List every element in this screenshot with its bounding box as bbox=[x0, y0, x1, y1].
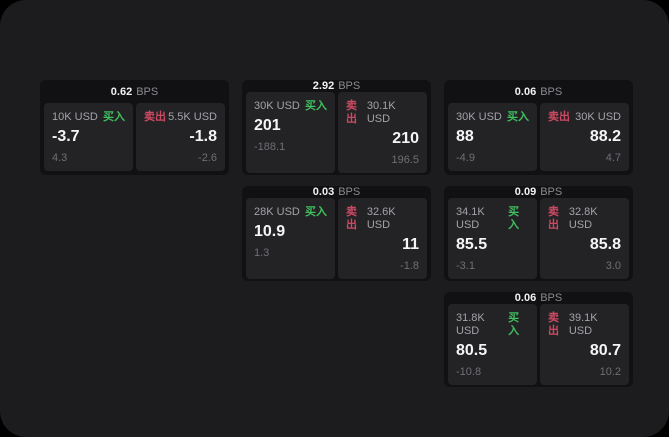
sell-price: 11 bbox=[402, 236, 419, 253]
bps-unit-label: BPS bbox=[540, 292, 563, 304]
sell-price: 80.7 bbox=[589, 342, 621, 359]
buy-sub-value: -188.1 bbox=[254, 141, 286, 153]
quote-panels: 30K USD 买入 88 -4.9 卖出 30K USD 88.2 4.7 bbox=[448, 103, 629, 171]
bps-header: 2.92 BPS bbox=[242, 80, 431, 92]
sell-sub-value: 196.5 bbox=[391, 154, 419, 166]
buy-sub-value: -3.1 bbox=[456, 260, 475, 272]
sell-price: 88.2 bbox=[589, 128, 621, 145]
sell-side-label: 卖出 bbox=[548, 312, 559, 337]
sell-size: 32.6K USD bbox=[366, 206, 396, 231]
quote-card: 0.03 BPS 28K USD 买入 10.9 1.3 卖出 32.6K US… bbox=[242, 186, 431, 281]
buy-side-label: 买入 bbox=[508, 206, 520, 231]
sell-size: 32.8K USD bbox=[568, 206, 598, 231]
quote-card: 0.06 BPS 31.8K USD 买入 80.5 -10.8 卖出 39.1… bbox=[444, 292, 633, 387]
buy-side-label: 买入 bbox=[103, 111, 125, 123]
buy-sub-value: 1.3 bbox=[254, 247, 270, 259]
buy-panel[interactable]: 28K USD 买入 10.9 1.3 bbox=[246, 198, 335, 279]
bps-value: 0.03 bbox=[312, 186, 335, 198]
sell-panel[interactable]: 卖出 32.6K USD 11 -1.8 bbox=[338, 198, 427, 279]
buy-side-label: 买入 bbox=[507, 111, 529, 123]
sell-panel[interactable]: 卖出 32.8K USD 85.8 3.0 bbox=[540, 198, 629, 279]
sell-price: 85.8 bbox=[589, 236, 621, 253]
sell-panel[interactable]: 卖出 39.1K USD 80.7 10.2 bbox=[540, 304, 629, 385]
sell-side-label: 卖出 bbox=[548, 111, 570, 123]
buy-panel[interactable]: 30K USD 买入 201 -188.1 bbox=[246, 92, 335, 173]
buy-side-label: 买入 bbox=[305, 206, 327, 218]
sell-panel[interactable]: 卖出 30K USD 88.2 4.7 bbox=[540, 103, 629, 171]
buy-panel[interactable]: 31.8K USD 买入 80.5 -10.8 bbox=[448, 304, 537, 385]
sell-sub-value: 10.2 bbox=[599, 366, 621, 378]
quote-card: 0.62 BPS 10K USD 买入 -3.7 4.3 卖出 5.5K USD bbox=[40, 80, 229, 175]
buy-size: 31.8K USD bbox=[456, 312, 485, 337]
quote-panels: 30K USD 买入 201 -188.1 卖出 30.1K USD 210 1… bbox=[246, 92, 427, 173]
quote-panels: 28K USD 买入 10.9 1.3 卖出 32.6K USD 11 -1.8 bbox=[246, 198, 427, 279]
bps-unit-label: BPS bbox=[338, 186, 361, 198]
sell-sub-value: -2.6 bbox=[198, 152, 217, 164]
buy-side-label: 买入 bbox=[508, 312, 520, 337]
sell-size: 30.1K USD bbox=[366, 100, 396, 125]
buy-price: 201 bbox=[254, 117, 281, 134]
sell-price: -1.8 bbox=[189, 128, 217, 145]
buy-panel[interactable]: 34.1K USD 买入 85.5 -3.1 bbox=[448, 198, 537, 279]
buy-panel[interactable]: 30K USD 买入 88 -4.9 bbox=[448, 103, 537, 171]
sell-size: 5.5K USD bbox=[168, 111, 217, 123]
sell-side-label: 卖出 bbox=[346, 206, 357, 231]
sell-side-label: 卖出 bbox=[144, 111, 166, 123]
buy-price: 88 bbox=[456, 128, 474, 145]
buy-price: 80.5 bbox=[456, 342, 488, 359]
buy-size: 28K USD bbox=[254, 206, 300, 218]
buy-size: 30K USD bbox=[456, 111, 502, 123]
quote-panels: 31.8K USD 买入 80.5 -10.8 卖出 39.1K USD 80.… bbox=[448, 304, 629, 385]
buy-size: 10K USD bbox=[52, 111, 98, 123]
bps-unit-label: BPS bbox=[540, 85, 563, 98]
quote-panels: 34.1K USD 买入 85.5 -3.1 卖出 32.8K USD 85.8… bbox=[448, 198, 629, 279]
bps-unit-label: BPS bbox=[338, 80, 361, 92]
bps-value: 2.92 bbox=[312, 80, 335, 92]
sell-panel[interactable]: 卖出 30.1K USD 210 196.5 bbox=[338, 92, 427, 173]
sell-price: 210 bbox=[392, 130, 419, 147]
bps-header: 0.06 BPS bbox=[444, 80, 633, 103]
buy-sub-value: 4.3 bbox=[52, 152, 68, 164]
sell-sub-value: 4.7 bbox=[605, 152, 621, 164]
buy-price: 85.5 bbox=[456, 236, 488, 253]
buy-price: -3.7 bbox=[52, 128, 80, 145]
bps-unit-label: BPS bbox=[540, 186, 563, 198]
buy-sub-value: -10.8 bbox=[456, 366, 482, 378]
bps-header: 0.03 BPS bbox=[242, 186, 431, 198]
buy-price: 10.9 bbox=[254, 223, 286, 240]
buy-size: 34.1K USD bbox=[456, 206, 485, 231]
sell-sub-value: 3.0 bbox=[605, 260, 621, 272]
sell-sub-value: -1.8 bbox=[400, 260, 419, 272]
buy-size: 30K USD bbox=[254, 100, 300, 112]
sell-size: 39.1K USD bbox=[568, 312, 598, 337]
bps-header: 0.06 BPS bbox=[444, 292, 633, 304]
quote-card: 2.92 BPS 30K USD 买入 201 -188.1 卖出 30.1K … bbox=[242, 80, 431, 175]
bps-value: 0.06 bbox=[514, 292, 537, 304]
bps-value: 0.62 bbox=[110, 85, 133, 98]
bps-unit-label: BPS bbox=[136, 85, 159, 98]
bps-header: 0.62 BPS bbox=[40, 80, 229, 103]
quote-card: 0.06 BPS 30K USD 买入 88 -4.9 卖出 30K USD bbox=[444, 80, 633, 175]
buy-panel[interactable]: 10K USD 买入 -3.7 4.3 bbox=[44, 103, 133, 171]
quote-panels: 10K USD 买入 -3.7 4.3 卖出 5.5K USD -1.8 -2.… bbox=[44, 103, 225, 171]
sell-side-label: 卖出 bbox=[346, 100, 357, 125]
bps-value: 0.09 bbox=[514, 186, 537, 198]
buy-side-label: 买入 bbox=[305, 100, 327, 112]
quote-card-grid: 0.62 BPS 10K USD 买入 -3.7 4.3 卖出 5.5K USD bbox=[40, 80, 633, 387]
bps-value: 0.06 bbox=[514, 85, 537, 98]
buy-sub-value: -4.9 bbox=[456, 152, 475, 164]
sell-size: 30K USD bbox=[575, 111, 621, 123]
quote-card: 0.09 BPS 34.1K USD 买入 85.5 -3.1 卖出 32.8K… bbox=[444, 186, 633, 281]
bps-header: 0.09 BPS bbox=[444, 186, 633, 198]
sell-panel[interactable]: 卖出 5.5K USD -1.8 -2.6 bbox=[136, 103, 225, 171]
sell-side-label: 卖出 bbox=[548, 206, 559, 231]
